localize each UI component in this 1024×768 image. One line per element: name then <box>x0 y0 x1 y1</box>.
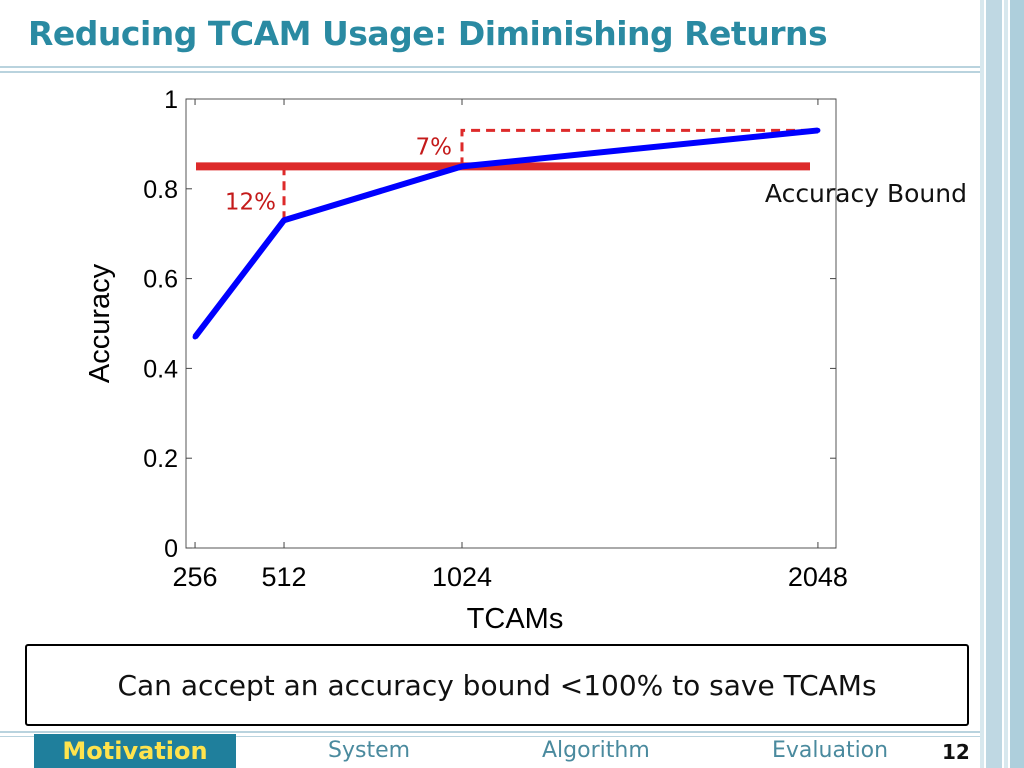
accuracy-bound-label: Accuracy Bound <box>765 179 967 208</box>
nav-tab-label: Motivation <box>62 737 208 765</box>
y-tick-label: 0.8 <box>143 176 178 204</box>
x-tick-label: 256 <box>173 562 218 592</box>
annotation-label-7: 7% <box>415 134 452 160</box>
nav-tab-motivation[interactable]: Motivation <box>34 734 236 768</box>
series-line <box>192 127 819 339</box>
series-point <box>192 334 198 340</box>
x-tick-label: 512 <box>261 562 306 592</box>
annotation-label-12: 12% <box>225 189 276 215</box>
page-number: 12 <box>942 740 970 764</box>
annotation-step-7 <box>460 128 818 167</box>
title-divider <box>0 66 980 68</box>
chart-ticks: 0 0.2 0.4 0.6 0.8 1 256 512 1024 2048 <box>143 86 848 592</box>
chart-labels: TCAMs Accuracy 12% 7% Accuracy Bound <box>84 134 967 635</box>
footer-divider-secondary <box>0 736 980 737</box>
decorative-stripes <box>980 0 1024 768</box>
y-tick-label: 0.2 <box>143 445 178 473</box>
callout-box: Can accept an accuracy bound <100% to sa… <box>25 644 969 726</box>
title-divider-secondary <box>0 71 980 73</box>
series-point <box>815 127 821 133</box>
callout-text: Can accept an accuracy bound <100% to sa… <box>117 668 877 702</box>
y-tick-label: 0.6 <box>143 266 178 294</box>
nav-tab-evaluation[interactable]: Evaluation <box>772 738 889 763</box>
y-tick-label: 1 <box>164 86 178 114</box>
accuracy-chart: 0 0.2 0.4 0.6 0.8 1 256 512 1024 2048 TCAMs Accura… <box>84 86 967 635</box>
x-tick-label: 1024 <box>432 562 492 592</box>
y-tick-label: 0 <box>164 535 178 563</box>
y-axis-label: Accuracy <box>84 263 116 383</box>
series-point <box>459 163 465 169</box>
chart-series <box>192 127 821 340</box>
chart-axes <box>185 98 837 549</box>
x-axis-label: TCAMs <box>467 603 564 635</box>
plot-frame <box>185 98 837 549</box>
nav-tab-algorithm[interactable]: Algorithm <box>542 738 650 763</box>
slide-title: Reducing TCAM Usage: Diminishing Returns <box>28 14 828 53</box>
footer-divider <box>0 731 980 733</box>
nav-tab-system[interactable]: System <box>328 738 411 763</box>
accuracy-bound <box>196 128 818 221</box>
y-tick-label: 0.4 <box>143 355 178 383</box>
x-tick-label: 2048 <box>788 562 848 592</box>
series-point <box>281 217 287 223</box>
